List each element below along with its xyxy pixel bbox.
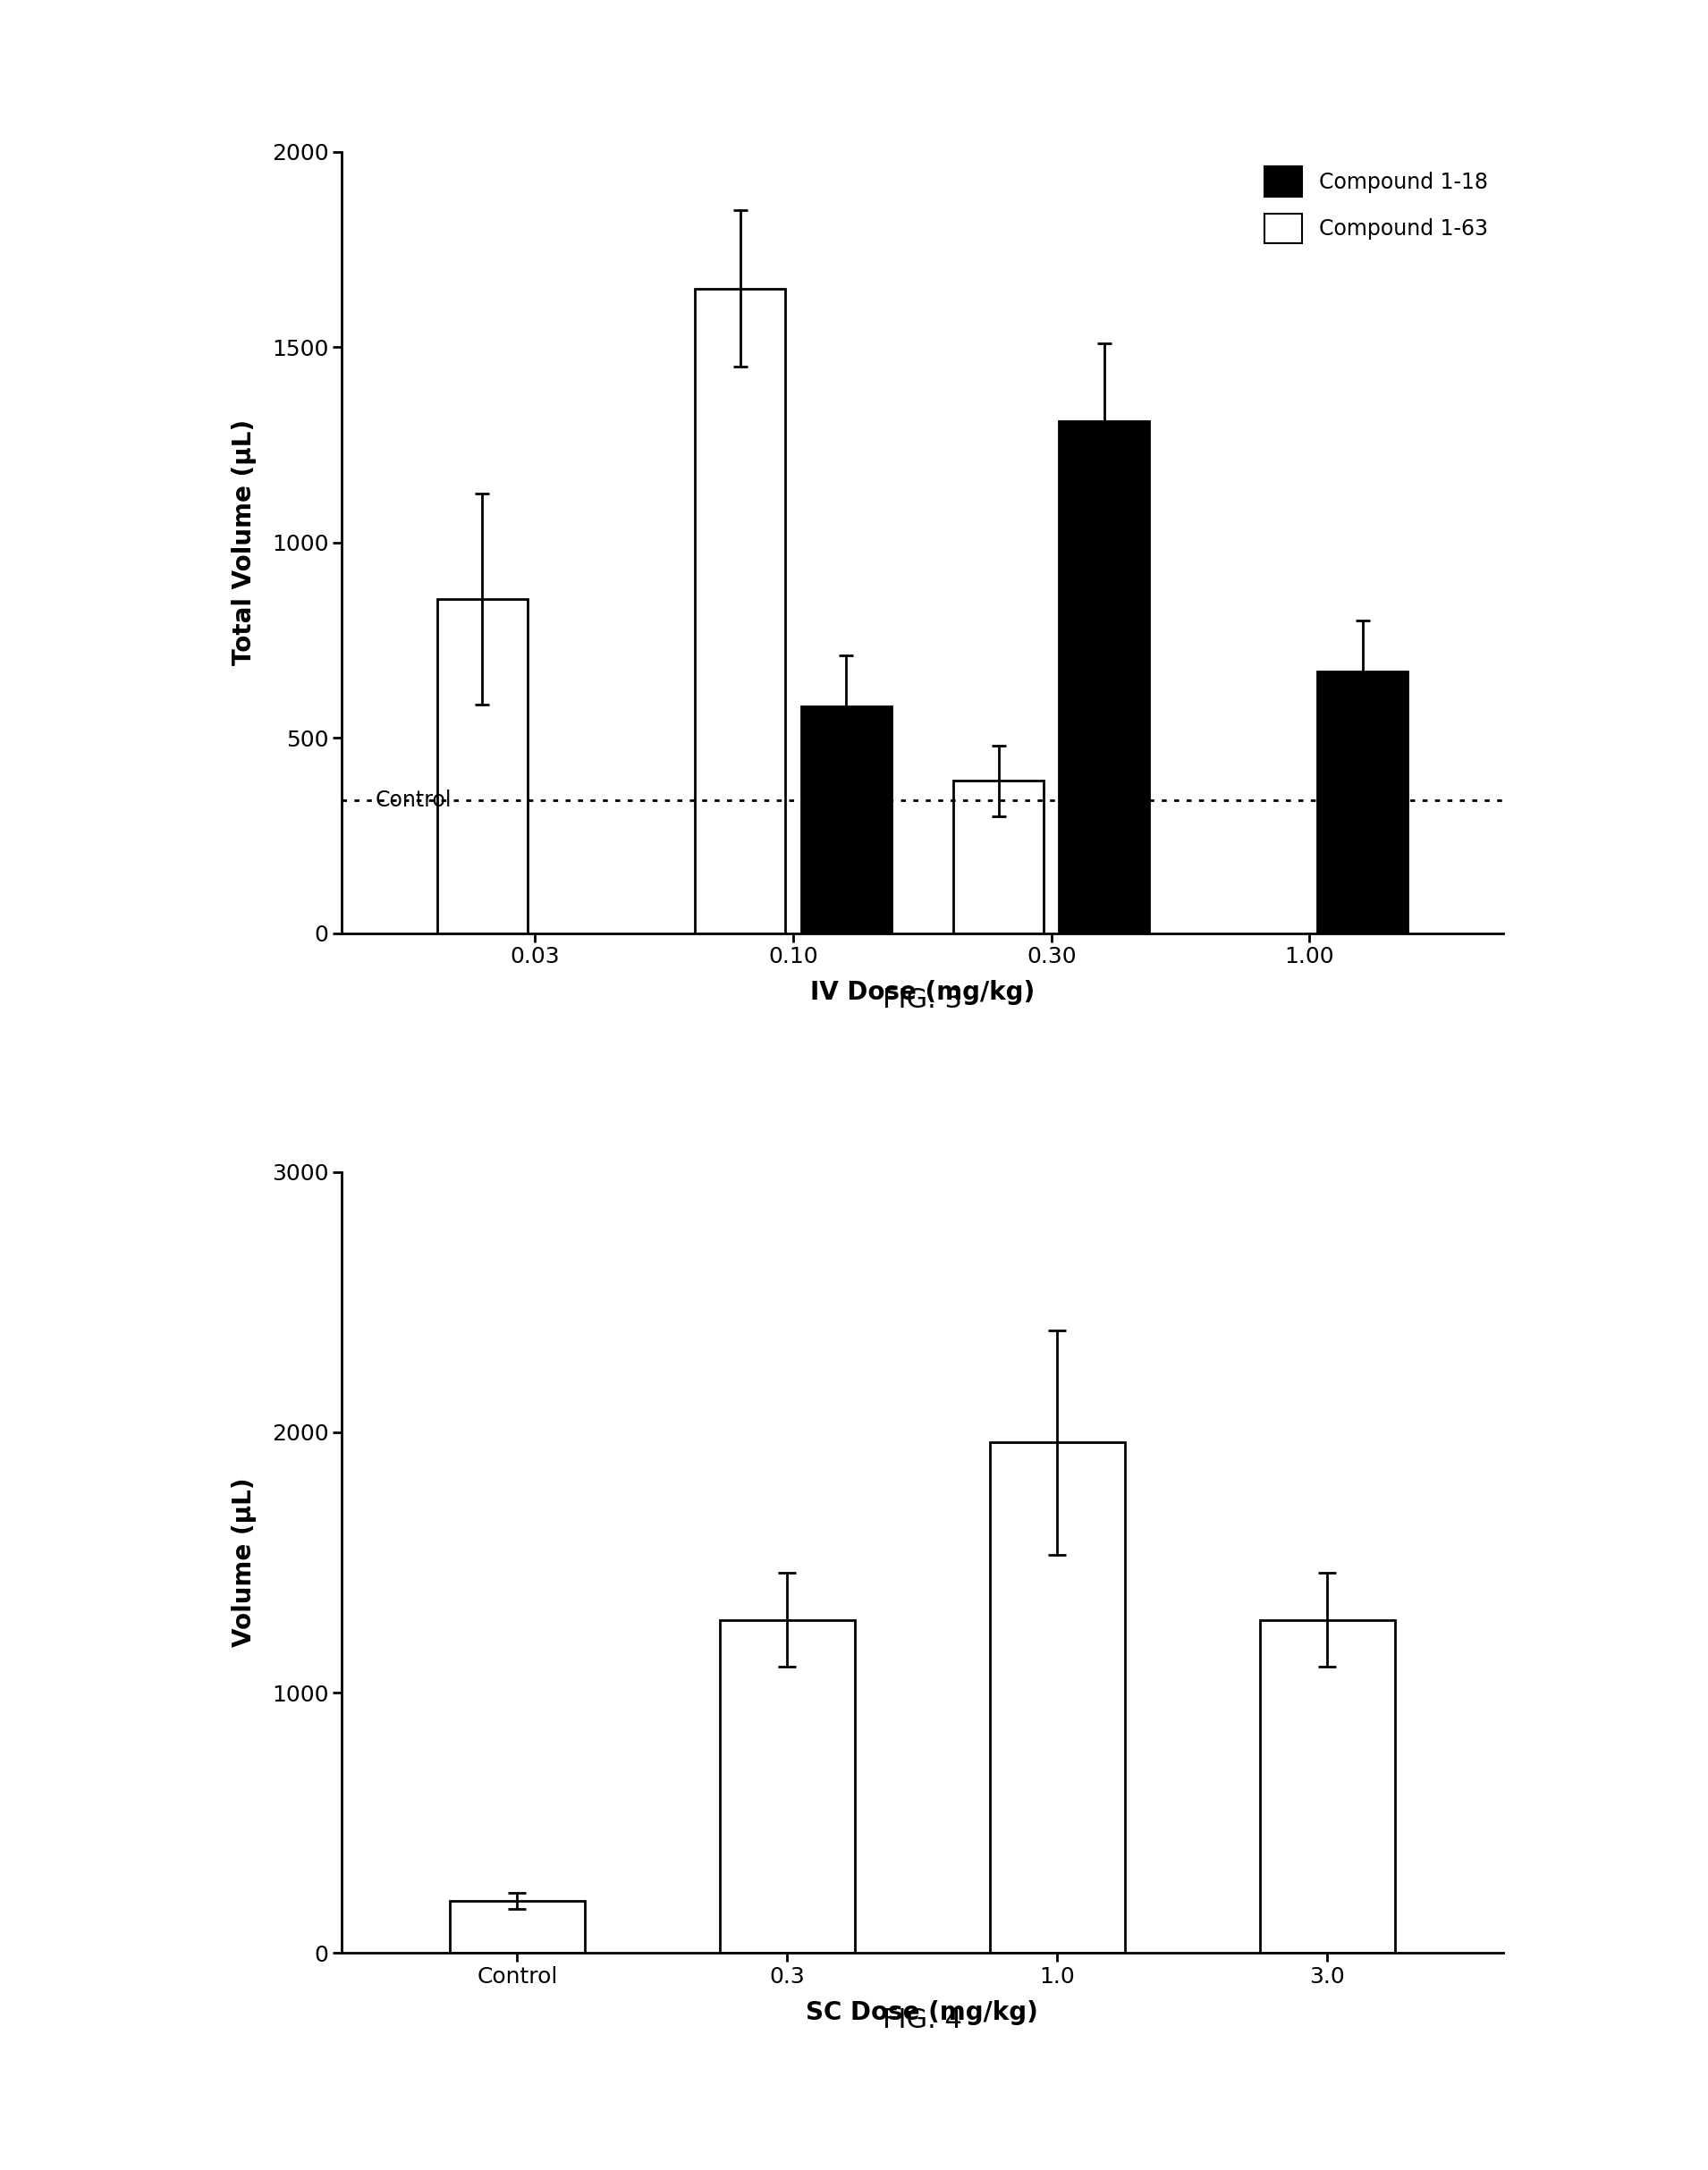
X-axis label: SC Dose (mg/kg): SC Dose (mg/kg) — [806, 2001, 1038, 2025]
Y-axis label: Total Volume (μL): Total Volume (μL) — [232, 419, 256, 666]
Bar — [1059, 421, 1149, 933]
Bar — [437, 599, 528, 933]
Bar — [449, 1901, 584, 1953]
Bar — [1261, 1619, 1395, 1953]
Text: Control: Control — [376, 790, 451, 812]
Bar — [1317, 671, 1407, 933]
Bar — [695, 289, 786, 933]
Text: FIG. 3: FIG. 3 — [883, 987, 962, 1013]
Bar — [953, 781, 1044, 933]
X-axis label: IV Dose (mg/kg): IV Dose (mg/kg) — [810, 981, 1035, 1005]
Bar — [801, 707, 892, 933]
Bar — [991, 1443, 1126, 1953]
Legend: Compound 1-18, Compound 1-63: Compound 1-18, Compound 1-63 — [1255, 158, 1496, 252]
Bar — [719, 1619, 854, 1953]
Y-axis label: Volume (μL): Volume (μL) — [232, 1478, 256, 1647]
Text: FIG. 4: FIG. 4 — [883, 2007, 962, 2033]
